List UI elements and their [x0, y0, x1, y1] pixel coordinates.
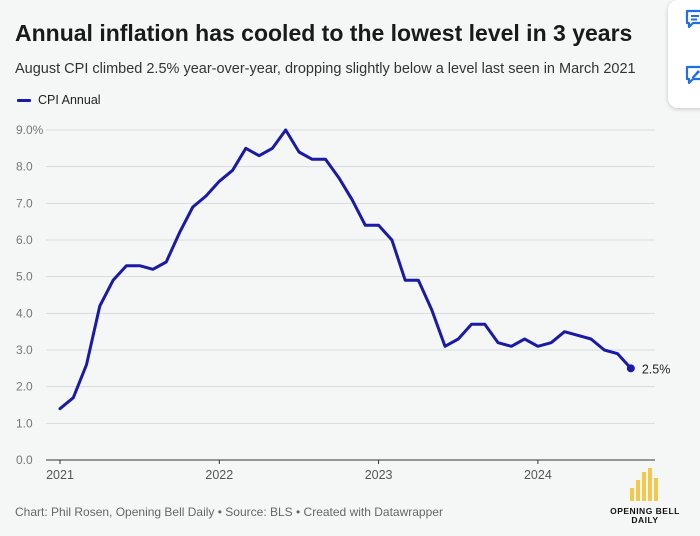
y-tick-label: 5.0 [16, 270, 33, 284]
y-tick-label: 9.0% [16, 123, 44, 137]
y-tick-label: 8.0 [16, 160, 33, 174]
opening-bell-logo: OPENING BELL DAILY [605, 466, 685, 526]
y-tick-label: 6.0 [16, 233, 33, 247]
x-tick-label: 2022 [205, 468, 233, 482]
logo-text: OPENING BELL DAILY [610, 506, 680, 525]
y-tick-label: 2.0 [16, 380, 33, 394]
bell-bars-icon [630, 468, 658, 501]
line-chart: 0.0 1.0 2.0 3.0 4.0 5.0 6.0 7.0 8.0 9.0% 2021 2022 2… [16, 123, 671, 482]
side-widget[interactable] [668, 0, 700, 108]
edit-note-icon[interactable] [684, 64, 700, 86]
y-tick-label: 0.0 [16, 453, 33, 467]
chart-footer: Chart: Phil Rosen, Opening Bell Daily • … [15, 505, 443, 519]
cpi-annual-line [58, 128, 633, 411]
end-value-label: 2.5% [642, 362, 671, 376]
x-tick-label: 2024 [524, 468, 552, 482]
y-tick-label: 1.0 [16, 416, 33, 430]
y-tick-label: 7.0 [16, 196, 33, 210]
chart-title: Annual inflation has cooled to the lowes… [15, 20, 633, 46]
y-tick-label: 4.0 [16, 306, 33, 320]
comment-icon[interactable] [684, 8, 700, 30]
legend-label: CPI Annual [38, 93, 101, 107]
chart-subtitle: August CPI climbed 2.5% year-over-year, … [15, 61, 636, 77]
y-tick-label: 3.0 [16, 343, 33, 357]
chart-legend: CPI Annual [17, 93, 101, 107]
end-point [626, 364, 635, 373]
legend-swatch [17, 98, 31, 102]
x-tick-label: 2021 [46, 468, 74, 482]
x-tick-label: 2023 [365, 468, 393, 482]
